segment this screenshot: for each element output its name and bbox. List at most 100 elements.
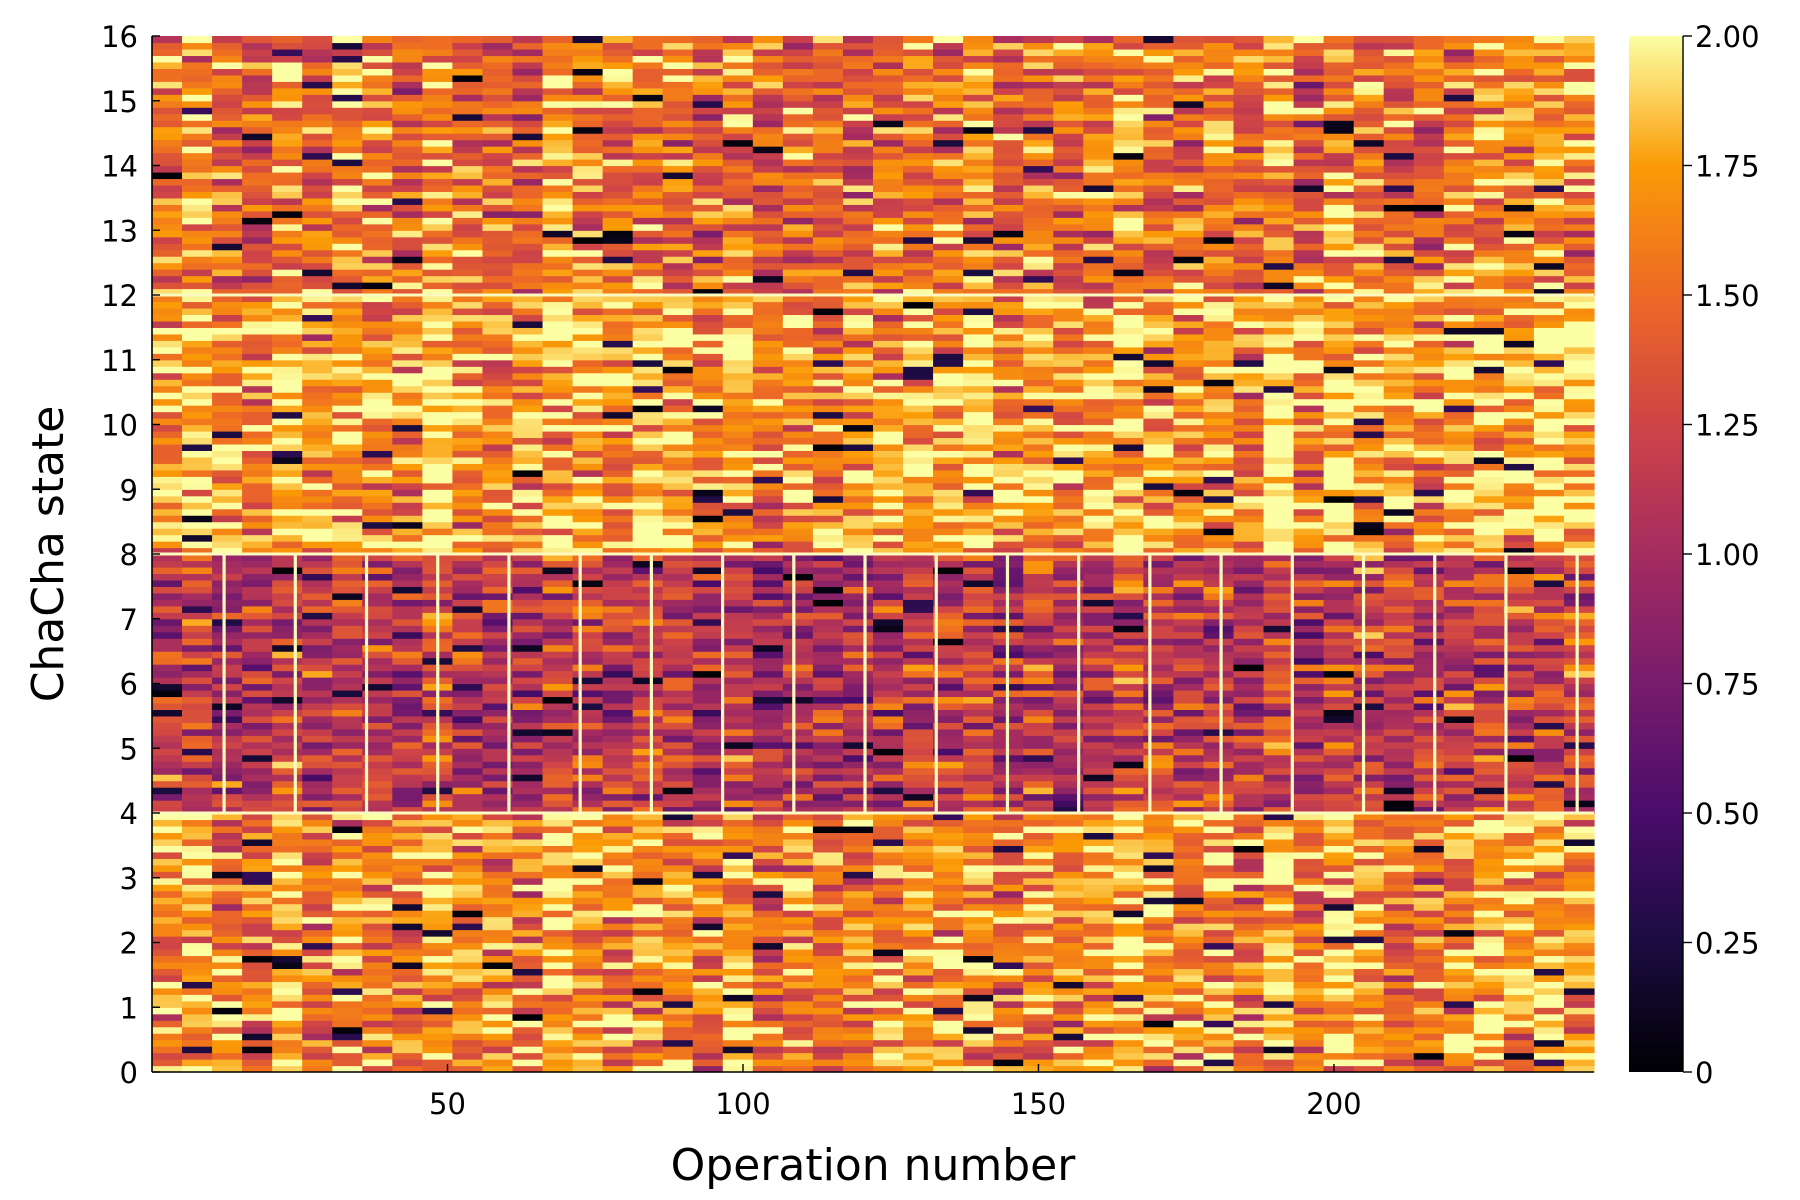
heatmap-cell [362,418,393,426]
heatmap-cell [272,948,303,957]
heatmap-cell [692,327,724,335]
heatmap-cell [422,282,454,290]
heatmap-cell [752,68,784,76]
heatmap-cell [722,780,754,788]
heatmap-cell [362,677,393,685]
heatmap-cell [873,838,904,846]
heatmap-cell [182,87,213,95]
heatmap-cell [512,657,544,665]
heatmap-cell [152,948,183,957]
heatmap-cell [362,333,393,341]
heatmap-cell [422,295,454,303]
heatmap-cell [842,456,874,464]
heatmap-cell [362,366,393,374]
heatmap-cell [512,955,544,963]
heatmap-cell [812,534,844,542]
heatmap-cell [812,832,844,840]
heatmap-cell [482,424,514,432]
heatmap-cell [662,923,694,931]
heatmap-cell [632,288,664,296]
heatmap-cell [482,197,514,205]
heatmap-cell [873,159,904,167]
heatmap-cell [332,178,363,186]
heatmap-cell [302,430,333,439]
heatmap-cell [933,547,964,555]
heatmap-cell [933,366,964,374]
heatmap-cell [752,728,784,736]
heatmap-cell [873,897,904,905]
heatmap-cell [842,165,874,173]
heatmap-cell [152,159,183,167]
heatmap-cell [692,275,724,283]
heatmap-cell [362,923,393,931]
heatmap-cell [782,592,814,600]
heatmap-cell [1023,832,1054,840]
heatmap-cell [362,1000,393,1008]
heatmap-cell [782,709,814,717]
heatmap-cell [1053,897,1084,905]
heatmap-cell [1053,236,1084,244]
heatmap-cell [152,340,183,348]
heatmap-cell [692,579,724,587]
heatmap-cell [392,741,423,749]
heatmap-cell [692,515,724,523]
heatmap-cell [842,573,874,581]
heatmap-cell [602,424,634,432]
heatmap-cell [812,450,844,458]
heatmap-cell [392,275,423,283]
heatmap-cell [452,1039,484,1047]
heatmap-cell [452,55,484,63]
heatmap-cell [692,353,724,361]
heatmap-cell [152,748,183,756]
heatmap-cell [452,825,484,834]
heatmap-cell [782,1000,814,1008]
heatmap-cell [212,443,243,451]
heatmap-cell [722,592,754,600]
heatmap-cell [903,359,934,367]
heatmap-cell [1023,333,1054,341]
heatmap-cell [1023,197,1054,205]
heatmap-cell [332,61,363,69]
heatmap-cell [903,275,934,283]
heatmap-cell [903,845,934,853]
heatmap-cell [752,42,784,50]
heatmap-cell [1023,256,1054,264]
heatmap-cell [1053,864,1084,872]
heatmap-cell [692,243,724,251]
heatmap-cell [782,424,814,432]
heatmap-cell [1053,437,1084,445]
heatmap-cell [362,793,393,801]
heatmap-cell [933,346,964,354]
heatmap-cell [512,100,544,108]
heatmap-cell [933,845,964,853]
heatmap-cell [212,1000,243,1008]
heatmap-cell [362,670,393,678]
heatmap-cell [152,573,183,581]
heatmap-cell [632,1007,664,1015]
heatmap-cell [182,644,213,652]
heatmap-cell [392,269,423,277]
heatmap-cell [242,392,273,400]
heatmap-cell [662,502,694,510]
heatmap-cell [873,256,904,264]
heatmap-cell [752,74,784,82]
heatmap-cell [812,314,844,322]
heatmap-cell [362,353,393,361]
heatmap-cell [272,139,303,147]
heatmap-cell [302,1007,333,1015]
heatmap-cell [602,910,634,918]
heatmap-cell [362,644,393,652]
heatmap-cell [272,120,303,128]
heatmap-cell [602,916,634,924]
heatmap-cell [152,942,183,950]
heatmap-cell [302,236,333,244]
heatmap-cell [692,806,724,814]
heatmap-cell [722,1013,754,1021]
heatmap-cell [933,994,964,1002]
heatmap-cell [572,1059,604,1067]
heatmap-cell [812,890,844,898]
heatmap-cell [152,793,183,801]
heatmap-cell [152,916,183,924]
heatmap-cell [602,521,634,529]
heatmap-cell [782,152,814,160]
